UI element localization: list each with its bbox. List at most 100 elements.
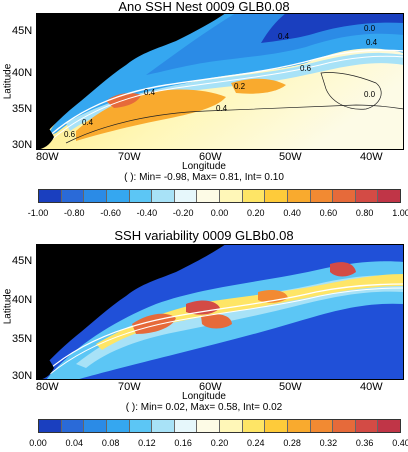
top-contour-label-3: 0.4 xyxy=(216,104,228,113)
colorbar-segment xyxy=(287,420,311,432)
bottom-high-variability-core-2 xyxy=(186,300,220,315)
colorbar-segment xyxy=(39,420,62,432)
colorbar-tick-label: 0.12 xyxy=(138,438,156,448)
bottom-jet-streak-2 xyxy=(49,287,404,375)
colorbar-segment xyxy=(310,190,334,202)
colorbar-segment xyxy=(355,190,379,202)
colorbar-tick-label: 0.00 xyxy=(210,208,229,218)
top-contour-line-2 xyxy=(320,72,382,110)
colorbar-segment xyxy=(84,190,107,202)
colorbar-segment xyxy=(174,420,198,432)
colorbar-segment xyxy=(242,420,266,432)
colorbar-tick-label: 0.28 xyxy=(283,438,301,448)
top-x-tick-40w: 40W xyxy=(360,151,383,163)
bottom-y-tick-40n: 40N xyxy=(12,294,33,306)
top-colorbar xyxy=(38,189,401,203)
colorbar-tick-label: 0.20 xyxy=(210,438,229,448)
bottom-high-variability-core-3 xyxy=(201,314,232,329)
bottom-variability-band-mid xyxy=(76,275,404,368)
top-north-deep-cold xyxy=(146,13,404,75)
top-y-tick-40n: 40N xyxy=(12,67,33,79)
top-contour-label-7: 0.4 xyxy=(366,38,378,47)
top-contour-label-5: 0.6 xyxy=(300,64,312,73)
colorbar-segment xyxy=(242,190,266,202)
top-x-tick-60w: 60W xyxy=(199,151,222,163)
colorbar-tick-label: 0.36 xyxy=(355,438,374,448)
colorbar-segment xyxy=(106,190,130,202)
colorbar-tick-label: 0.40 xyxy=(392,438,408,448)
colorbar-tick-label: 0.32 xyxy=(319,438,338,448)
top-contour-label-2: 0.4 xyxy=(82,118,94,127)
colorbar-segment xyxy=(152,420,175,432)
colorbar-segment xyxy=(220,190,243,202)
colorbar-tick-label: 0.40 xyxy=(283,208,301,218)
bottom-panel-title: SSH variability 0009 GLBb0.08 xyxy=(114,228,294,243)
top-x-tick-70w: 70W xyxy=(118,151,141,163)
bottom-x-tick-40w: 40W xyxy=(360,381,383,393)
bottom-x-tick-50w: 50W xyxy=(279,381,302,393)
top-land-mass xyxy=(36,13,226,143)
colorbar-segment xyxy=(61,190,85,202)
bottom-y-tick-35n: 35N xyxy=(12,333,33,345)
top-y-tick-45n: 45N xyxy=(12,25,33,37)
top-y-tick-35n: 35N xyxy=(12,103,33,115)
top-warm-anomaly-west xyxy=(76,89,226,141)
top-jet-streak-2 xyxy=(49,55,404,142)
colorbar-segment xyxy=(197,420,220,432)
top-contour-label-6: 0.4 xyxy=(278,32,290,41)
bottom-land-peninsula xyxy=(36,344,54,380)
colorbar-tick-label: -0.20 xyxy=(172,208,194,218)
colorbar-segment xyxy=(220,420,243,432)
top-land-peninsula xyxy=(36,113,54,150)
colorbar-tick-label: 0.60 xyxy=(319,208,338,218)
colorbar-segment xyxy=(106,420,130,432)
bottom-y-tick-45n: 45N xyxy=(12,255,33,267)
colorbar-segment xyxy=(310,420,334,432)
colorbar-segment xyxy=(265,190,288,202)
top-contour-label-10: 0.4 xyxy=(144,88,156,97)
top-transition-band xyxy=(66,52,404,131)
colorbar-tick-label: -0.80 xyxy=(64,208,85,218)
bottom-variability-band-high xyxy=(96,274,404,350)
top-x-tick-50w: 50W xyxy=(279,151,302,163)
colorbar-segment xyxy=(61,420,85,432)
colorbar-segment xyxy=(152,190,175,202)
colorbar-tick-label: 0.00 xyxy=(29,438,47,448)
colorbar-tick-label: 0.80 xyxy=(355,208,374,218)
colorbar-tick-label: 0.04 xyxy=(65,438,84,448)
top-panel-title: Ano SSH Nest 0009 GLB0.08 xyxy=(118,0,290,14)
colorbar-tick-label: 0.24 xyxy=(247,438,265,448)
bottom-map-frame xyxy=(36,244,404,380)
top-north-coldest xyxy=(261,13,404,43)
bottom-x-tick-80w: 80W xyxy=(36,381,59,393)
colorbar-segment xyxy=(378,190,400,202)
bottom-x-tick-60w: 60W xyxy=(199,381,222,393)
colorbar-segment xyxy=(333,420,356,432)
colorbar-segment xyxy=(129,190,153,202)
colorbar-segment xyxy=(197,190,220,202)
top-map-plot: 0.6 0.4 0.4 0.2 0.6 0.4 0.4 0.0 0.0 0.4 xyxy=(36,13,404,150)
colorbar-segment xyxy=(355,420,379,432)
top-map-frame xyxy=(36,13,404,150)
bottom-land-mass xyxy=(36,244,226,374)
top-warm-anomaly-east xyxy=(231,78,286,94)
top-contour-label-1: 0.6 xyxy=(64,130,76,139)
top-contour-label-4: 0.2 xyxy=(234,82,246,91)
bottom-y-tick-30n: 30N xyxy=(12,370,33,382)
colorbar-tick-label: 1.00 xyxy=(392,208,408,218)
bottom-x-axis-label: Longitude xyxy=(182,391,226,402)
colorbar-tick-label: 0.20 xyxy=(247,208,265,218)
colorbar-tick-label: -1.00 xyxy=(27,208,49,218)
bottom-stats-text: ( ): Min= 0.02, Max= 0.58, Int= 0.02 xyxy=(125,402,283,413)
top-contour-label-9: 0.0 xyxy=(364,24,376,33)
colorbar-segment xyxy=(39,190,62,202)
colorbar-segment xyxy=(378,420,400,432)
colorbar-segment xyxy=(129,420,153,432)
colorbar-tick-label: 0.16 xyxy=(174,438,192,448)
top-contour-label-8: 0.0 xyxy=(364,90,376,99)
top-y-tick-30n: 30N xyxy=(12,139,33,151)
colorbar-segment xyxy=(287,190,311,202)
colorbar-segment xyxy=(333,190,356,202)
bottom-x-tick-70w: 70W xyxy=(118,381,141,393)
bottom-jet-streak-1 xyxy=(45,283,404,373)
